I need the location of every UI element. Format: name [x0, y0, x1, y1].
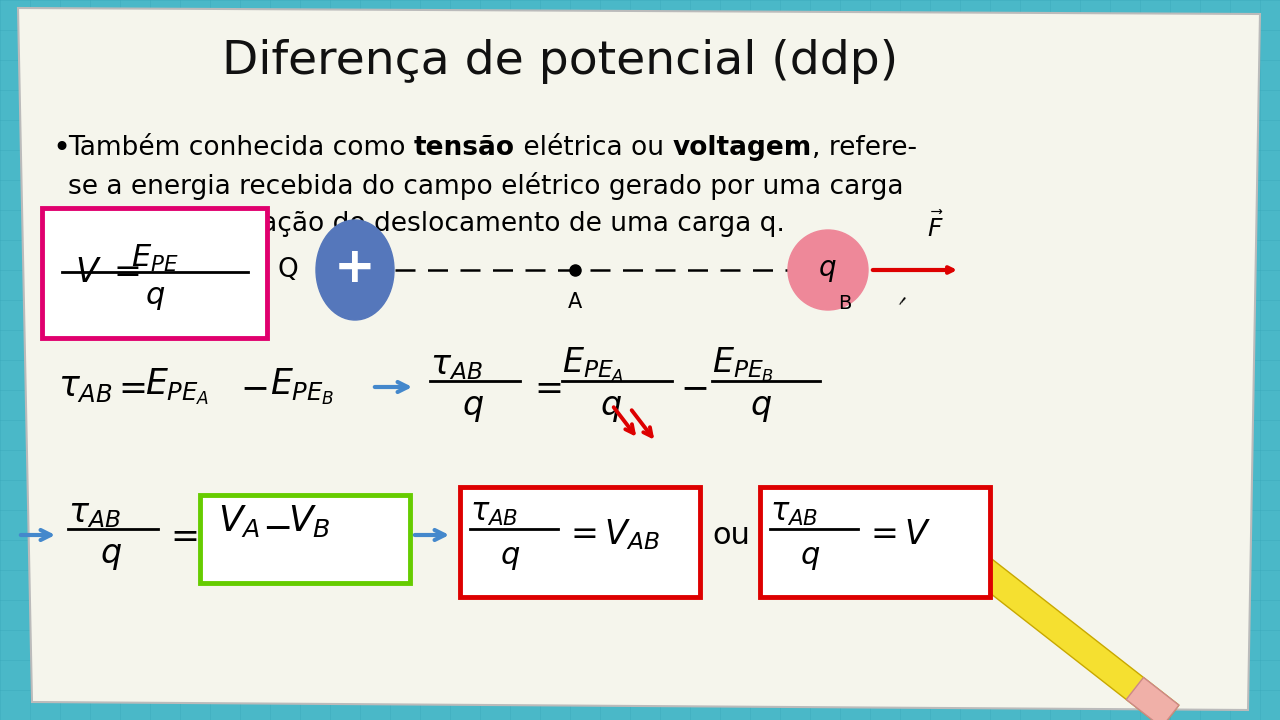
- Text: $q$: $q$: [750, 390, 772, 423]
- Bar: [460, 487, 700, 597]
- Text: A: A: [568, 292, 582, 312]
- Text: Também conhecida como: Também conhecida como: [68, 135, 413, 161]
- Text: $=$: $=$: [164, 518, 198, 552]
- Text: $'$: $'$: [892, 295, 908, 320]
- Ellipse shape: [316, 220, 394, 320]
- Text: $\tau_{AB}$: $\tau_{AB}$: [58, 370, 113, 404]
- Text: elétrica ou: elétrica ou: [515, 135, 672, 161]
- Text: $-$: $-$: [680, 370, 708, 404]
- Text: $V_A$: $V_A$: [218, 503, 260, 539]
- Text: $q$: $q$: [800, 542, 820, 572]
- Text: , refere-: , refere-: [812, 135, 916, 161]
- Text: se a energia recebida do campo elétrico gerado por uma carga: se a energia recebida do campo elétrico …: [68, 172, 904, 200]
- Text: $-$: $-$: [241, 370, 268, 404]
- Text: $-$: $-$: [262, 510, 291, 544]
- Text: $\tau_{AB}$: $\tau_{AB}$: [68, 497, 120, 529]
- Text: $q$: $q$: [145, 284, 165, 312]
- Text: $E_{PE_B}$: $E_{PE_B}$: [270, 367, 334, 407]
- Text: $\tau_{AB}$: $\tau_{AB}$: [470, 498, 518, 528]
- Text: $q$: $q$: [100, 539, 122, 572]
- Text: tensão: tensão: [413, 135, 515, 161]
- Polygon shape: [925, 526, 934, 533]
- Text: $q$: $q$: [500, 542, 520, 572]
- Circle shape: [788, 230, 868, 310]
- Text: •: •: [52, 133, 70, 163]
- Text: $q$: $q$: [462, 390, 484, 423]
- Text: $=V_{AB}$: $=V_{AB}$: [564, 518, 660, 552]
- Polygon shape: [1126, 678, 1179, 720]
- Text: $E_{PE_A}$: $E_{PE_A}$: [562, 346, 625, 384]
- Polygon shape: [941, 533, 1179, 720]
- Bar: [42, 208, 268, 338]
- Text: $=$: $=$: [529, 370, 562, 404]
- Text: Q: Q: [278, 257, 298, 283]
- Text: ou: ou: [712, 521, 750, 549]
- Text: Diferença de potencial (ddp): Diferença de potencial (ddp): [221, 40, 899, 84]
- Text: $\tau_{AB}$: $\tau_{AB}$: [771, 498, 818, 528]
- Text: $=V$: $=V$: [864, 518, 932, 552]
- Text: $V_B$: $V_B$: [288, 503, 330, 539]
- Text: $E_{PE_A}$: $E_{PE_A}$: [145, 367, 210, 407]
- Polygon shape: [932, 530, 959, 555]
- Text: +: +: [334, 244, 376, 292]
- Polygon shape: [18, 8, 1260, 710]
- Text: $E_{PE_B}$: $E_{PE_B}$: [712, 346, 774, 384]
- Text: voltagem: voltagem: [672, 135, 812, 161]
- Text: B: B: [838, 294, 851, 313]
- Text: $\vec{F}$: $\vec{F}$: [927, 212, 943, 242]
- Text: $E_{PE}$: $E_{PE}$: [131, 243, 179, 274]
- Text: Q para a realização do deslocamento de uma carga q.: Q para a realização do deslocamento de u…: [68, 211, 785, 237]
- Text: $q$: $q$: [600, 390, 622, 423]
- Text: $\tau_{AB}$: $\tau_{AB}$: [430, 348, 483, 382]
- Text: $=$: $=$: [113, 370, 146, 404]
- Text: q: q: [819, 254, 837, 282]
- Text: $V\;=$: $V\;=$: [76, 256, 140, 289]
- Bar: [760, 487, 989, 597]
- Bar: [200, 495, 410, 583]
